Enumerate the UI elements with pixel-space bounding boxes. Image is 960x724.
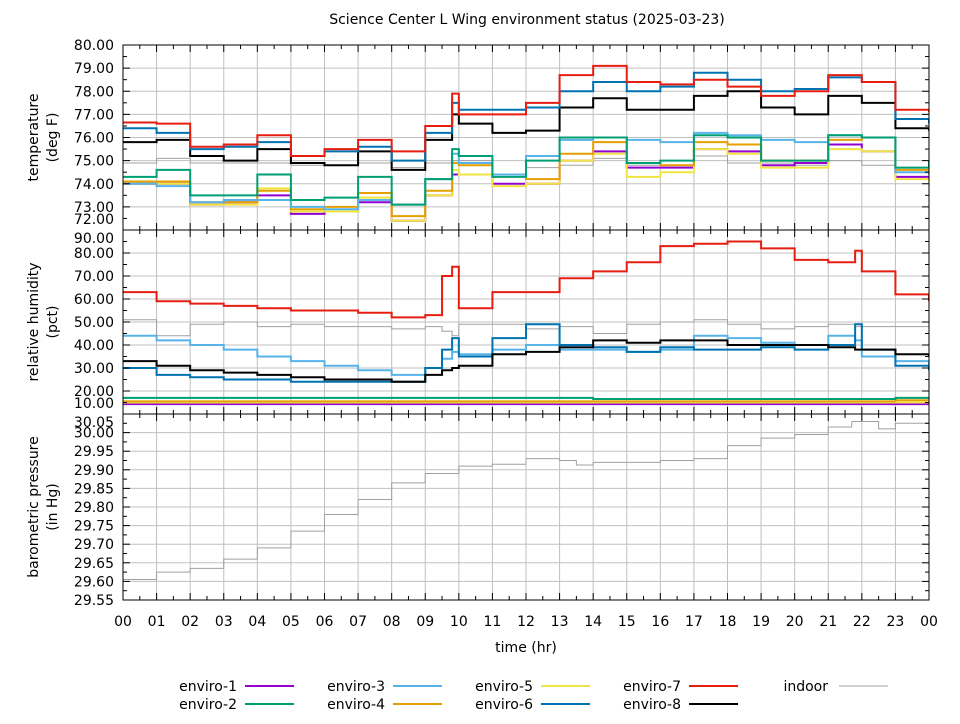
- y-tick-label: 40.00: [74, 338, 114, 354]
- x-tick-label: 23: [887, 614, 905, 630]
- x-tick-label: 19: [752, 614, 770, 630]
- x-tick-label: 03: [215, 614, 233, 630]
- chart-title: Science Center L Wing environment status…: [329, 12, 725, 28]
- x-tick-label: 17: [685, 614, 703, 630]
- y-axis-label: (in Hg): [45, 483, 61, 531]
- y-tick-label: 29.90: [74, 463, 114, 479]
- y-tick-label: 29.85: [74, 481, 114, 497]
- x-tick-label: 22: [853, 614, 871, 630]
- y-tick-label: 77.00: [74, 107, 114, 123]
- y-tick-label: 78.00: [74, 84, 114, 100]
- y-tick-label: 75.00: [74, 154, 114, 170]
- y-tick-label: 90.00: [74, 231, 114, 247]
- y-tick-label: 60.00: [74, 292, 114, 308]
- y-tick-label: 29.95: [74, 444, 114, 460]
- y-axis-label: relative humidity: [26, 262, 42, 381]
- y-tick-label: 74.00: [74, 177, 114, 193]
- legend-label: enviro-5: [475, 679, 533, 695]
- y-tick-label: 80.00: [74, 246, 114, 262]
- x-tick-label: 09: [416, 614, 434, 630]
- y-tick-label: 29.80: [74, 500, 114, 516]
- x-tick-label: 06: [316, 614, 334, 630]
- legend-label: enviro-6: [475, 697, 533, 713]
- x-axis-label: time (hr): [495, 640, 557, 656]
- series-line-enviro-4: [123, 399, 929, 403]
- legend-label: enviro-7: [623, 679, 681, 695]
- x-tick-label: 15: [618, 614, 636, 630]
- x-tick-label: 01: [148, 614, 166, 630]
- y-axis-label: barometric pressure: [26, 436, 42, 577]
- series-line-enviro-7: [123, 240, 929, 319]
- legend-label: enviro-8: [623, 697, 681, 713]
- series-line-indoor: [123, 420, 929, 581]
- y-tick-label: 70.00: [74, 269, 114, 285]
- x-tick-label: 08: [383, 614, 401, 630]
- x-tick-label: 00: [114, 614, 132, 630]
- x-tick-label: 18: [719, 614, 737, 630]
- y-tick-label: 50.00: [74, 315, 114, 331]
- y-tick-label: 29.60: [74, 574, 114, 590]
- legend: enviro-1 enviro-2 enviro-3 enviro-4 enviro-5…: [179, 679, 888, 713]
- series-line-enviro-8: [123, 90, 929, 171]
- x-tick-label: 13: [551, 614, 569, 630]
- legend-label: indoor: [783, 679, 828, 695]
- x-tick-label: 11: [484, 614, 502, 630]
- y-tick-label: 10.00: [74, 396, 114, 412]
- y-tick-label: 80.00: [74, 38, 114, 54]
- x-tick-label: 12: [517, 614, 535, 630]
- x-tick-label: 07: [349, 614, 367, 630]
- series-line-enviro-2: [123, 396, 929, 401]
- series-line-enviro-7: [123, 64, 929, 157]
- y-tick-label: 30.00: [74, 361, 114, 377]
- series-line-enviro-8: [123, 339, 929, 383]
- y-axis-label: temperature: [26, 94, 42, 182]
- legend-label: enviro-2: [179, 697, 237, 713]
- y-tick-label: 29.70: [74, 537, 114, 553]
- y-tick-label: 29.55: [74, 593, 114, 609]
- x-tick-label: 10: [450, 614, 468, 630]
- x-tick-label: 20: [786, 614, 804, 630]
- x-tick-label: 02: [181, 614, 199, 630]
- y-tick-label: 79.00: [74, 61, 114, 77]
- y-axis-label: (pct): [45, 306, 61, 339]
- y-tick-label: 30.00: [74, 426, 114, 442]
- series-line-enviro-2: [123, 134, 929, 206]
- x-tick-label: 14: [584, 614, 602, 630]
- y-tick-label: 29.75: [74, 519, 114, 535]
- y-tick-label: 29.65: [74, 556, 114, 572]
- x-tick-label: 16: [651, 614, 669, 630]
- y-tick-label: 72.00: [74, 212, 114, 228]
- y-tick-label: 20.00: [74, 384, 114, 400]
- y-tick-label: 73.00: [74, 200, 114, 216]
- legend-label: enviro-4: [327, 697, 385, 713]
- y-tick-label: 30.05: [74, 415, 114, 431]
- y-axis-label: (deg F): [45, 113, 61, 163]
- legend-label: enviro-1: [179, 679, 237, 695]
- x-tick-label: 21: [819, 614, 837, 630]
- series-line-enviro-3: [123, 334, 929, 376]
- x-tick-label: 05: [282, 614, 300, 630]
- x-tick-label: 00: [920, 614, 938, 630]
- y-tick-label: 76.00: [74, 131, 114, 147]
- x-tick-label: 04: [248, 614, 266, 630]
- legend-label: enviro-3: [327, 679, 385, 695]
